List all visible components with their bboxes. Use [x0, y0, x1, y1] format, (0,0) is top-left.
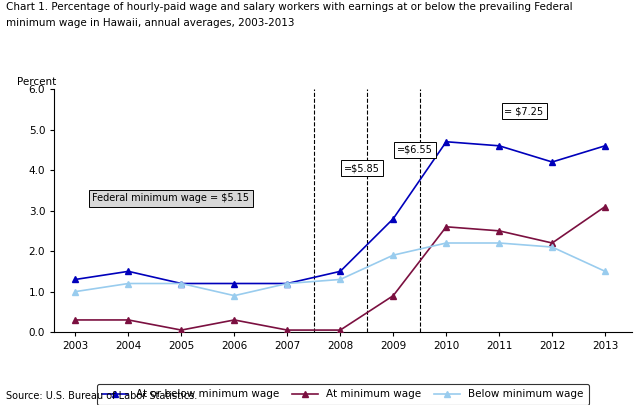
Text: Source: U.S. Bureau of Labor Statistics.: Source: U.S. Bureau of Labor Statistics.	[6, 391, 198, 401]
Line: At minimum wage: At minimum wage	[73, 204, 608, 333]
At or below minimum wage	[177, 281, 185, 286]
Below minimum wage	[124, 281, 132, 286]
At minimum wage	[230, 318, 238, 322]
Line: Below minimum wage: Below minimum wage	[73, 240, 608, 298]
Text: minimum wage in Hawaii, annual averages, 2003-2013: minimum wage in Hawaii, annual averages,…	[6, 18, 295, 28]
At or below minimum wage	[336, 269, 344, 274]
Text: Chart 1. Percentage of hourly-paid wage and salary workers with earnings at or b: Chart 1. Percentage of hourly-paid wage …	[6, 2, 573, 12]
At or below minimum wage	[389, 216, 397, 221]
At minimum wage	[124, 318, 132, 322]
At or below minimum wage	[548, 160, 556, 164]
Text: Percent: Percent	[17, 77, 56, 87]
At minimum wage	[71, 318, 79, 322]
Below minimum wage	[548, 245, 556, 249]
Below minimum wage	[336, 277, 344, 282]
Text: =$6.55: =$6.55	[397, 145, 433, 155]
At minimum wage	[177, 328, 185, 333]
At or below minimum wage	[71, 277, 79, 282]
At or below minimum wage	[495, 143, 503, 148]
At or below minimum wage	[601, 143, 609, 148]
Below minimum wage	[389, 253, 397, 258]
At minimum wage	[389, 293, 397, 298]
At or below minimum wage	[124, 269, 132, 274]
Text: Federal minimum wage = $5.15: Federal minimum wage = $5.15	[93, 194, 249, 203]
At or below minimum wage	[442, 139, 450, 144]
At or below minimum wage	[283, 281, 291, 286]
Below minimum wage	[71, 289, 79, 294]
At minimum wage	[495, 228, 503, 233]
Below minimum wage	[230, 293, 238, 298]
Below minimum wage	[495, 241, 503, 245]
Legend: At or below minimum wage, At minimum wage, Below minimum wage: At or below minimum wage, At minimum wag…	[97, 384, 589, 405]
At or below minimum wage	[230, 281, 238, 286]
At minimum wage	[548, 241, 556, 245]
At minimum wage	[442, 224, 450, 229]
Below minimum wage	[177, 281, 185, 286]
Text: = $7.25: = $7.25	[505, 107, 544, 116]
Below minimum wage	[601, 269, 609, 274]
Below minimum wage	[442, 241, 450, 245]
Text: =$5.85: =$5.85	[344, 163, 380, 173]
Below minimum wage	[283, 281, 291, 286]
At minimum wage	[601, 204, 609, 209]
At minimum wage	[336, 328, 344, 333]
Line: At or below minimum wage: At or below minimum wage	[73, 139, 608, 286]
At minimum wage	[283, 328, 291, 333]
